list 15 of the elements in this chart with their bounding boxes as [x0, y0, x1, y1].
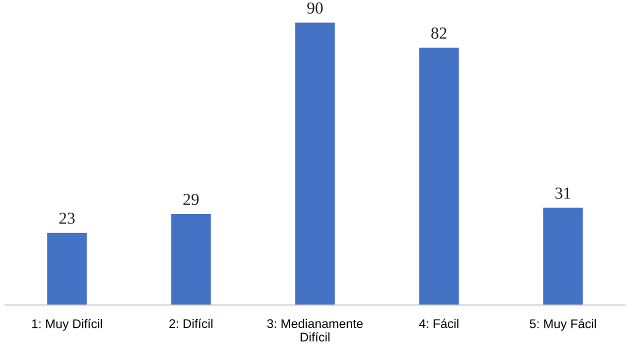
- bar: [295, 22, 335, 305]
- x-tick-label: 5: Muy Fácil: [530, 318, 596, 331]
- bar: [543, 208, 583, 305]
- data-label: 23: [59, 212, 75, 224]
- bar: [171, 214, 211, 305]
- x-tick-label: 4: Fácil: [419, 318, 458, 328]
- data-label: 82: [431, 28, 446, 39]
- x-tick-label: 1: Muy Difícil: [32, 318, 102, 331]
- bar: [47, 232, 87, 305]
- data-label: 29: [183, 194, 199, 206]
- bar: [419, 48, 459, 305]
- x-tick-label: 3: Medianamente Difícil: [267, 318, 363, 342]
- x-tick-label: 2: Difícil: [169, 318, 212, 328]
- data-label: 31: [555, 188, 570, 199]
- data-label: 90: [307, 2, 323, 14]
